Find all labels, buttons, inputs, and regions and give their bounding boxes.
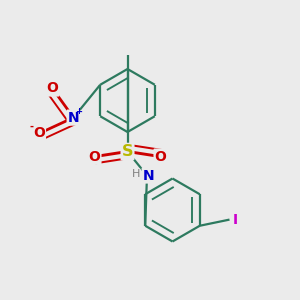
Text: O: O bbox=[46, 82, 58, 95]
Text: O: O bbox=[88, 150, 101, 164]
Text: S: S bbox=[122, 144, 133, 159]
Text: O: O bbox=[154, 150, 166, 164]
Text: N: N bbox=[68, 111, 79, 124]
Text: O: O bbox=[33, 127, 45, 140]
Text: H: H bbox=[131, 169, 140, 179]
Text: +: + bbox=[75, 106, 82, 116]
Text: N: N bbox=[143, 169, 154, 182]
Text: -: - bbox=[29, 122, 34, 132]
Text: I: I bbox=[232, 213, 238, 226]
